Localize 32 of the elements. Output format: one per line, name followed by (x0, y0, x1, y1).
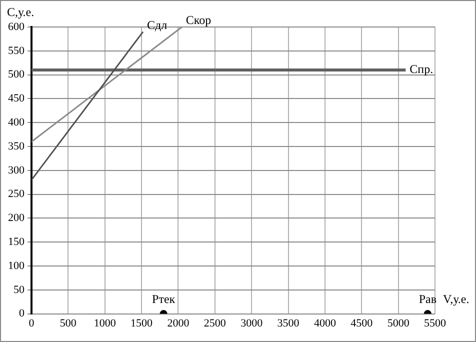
series-label: Рав (418, 292, 437, 306)
y-tick-label: 250 (8, 188, 25, 200)
y-tick-label: 600 (8, 20, 25, 33)
y-tick-label: 450 (8, 92, 25, 105)
x-tick-label: 5000 (387, 317, 410, 330)
x-tick-label: 3500 (277, 317, 300, 330)
series-label: Спр. (410, 62, 434, 76)
y-tick-label: 500 (8, 68, 25, 81)
y-tick-label: 350 (8, 140, 25, 152)
x-tick-label: 500 (60, 317, 77, 330)
y-tick-label: 550 (8, 44, 25, 57)
x-axis-title: V,у.е. (443, 292, 470, 306)
y-tick-label: 300 (8, 164, 25, 176)
x-tick-label: 4500 (350, 317, 374, 330)
x-tick-label: 3000 (240, 317, 264, 330)
x-tick-label: 1500 (130, 317, 154, 330)
series-label: Сдл (147, 18, 168, 32)
x-tick-label: 5500 (424, 317, 446, 330)
y-axis-title: С,у.е. (7, 5, 34, 20)
y-tick-label: 100 (8, 260, 25, 272)
x-tick-label: 2500 (204, 317, 226, 330)
series-label: Скор (186, 13, 212, 28)
x-tick-label: 2000 (167, 317, 190, 330)
series-label: Ртек (152, 292, 176, 306)
y-tick-label: 0 (19, 308, 25, 320)
x-tick-label: 1000 (94, 317, 116, 330)
x-tick-label: 0 (28, 317, 35, 330)
y-tick-label: 200 (8, 212, 25, 224)
x-tick-label: 4000 (314, 317, 336, 330)
y-tick-label: 400 (8, 116, 25, 128)
y-tick-label: 150 (8, 236, 25, 248)
y-tick-label: 50 (14, 284, 25, 296)
